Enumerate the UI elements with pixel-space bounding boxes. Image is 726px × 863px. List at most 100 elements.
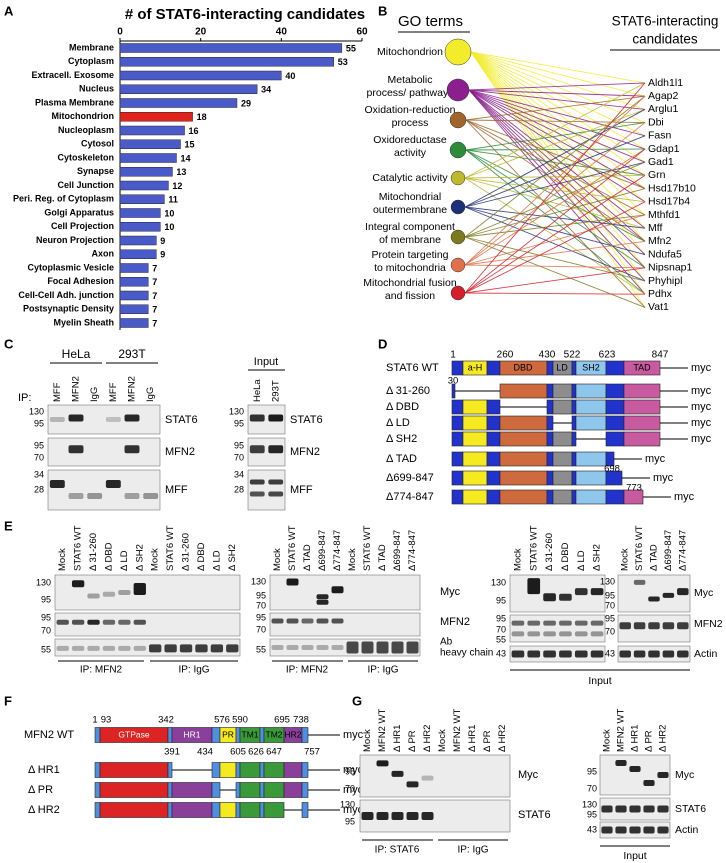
band [346, 641, 359, 654]
bar [119, 70, 282, 81]
domain [605, 383, 625, 399]
bar [119, 139, 181, 149]
bar [119, 57, 335, 67]
value-label: 9 [160, 250, 165, 260]
domain [486, 470, 501, 486]
lane-label: Δ 31-260 [181, 533, 192, 571]
band [71, 580, 85, 588]
connection [464, 292, 646, 295]
lane-label: Mock [437, 729, 448, 752]
lane-label: STAT6 WT [73, 525, 84, 571]
lane-label: Δ SH2 [592, 544, 603, 571]
mw-marker: 70 [256, 624, 266, 634]
lane-label: Δ SH2 [227, 544, 238, 571]
connection [465, 119, 646, 308]
band [268, 414, 284, 422]
mw-marker: 95 [587, 809, 597, 819]
candidate: Agap2 [648, 90, 679, 102]
band [249, 491, 265, 497]
mw-marker: 95 [587, 766, 597, 776]
domain [94, 782, 101, 798]
domain [499, 470, 548, 486]
panel-label: E [4, 518, 13, 533]
mw-marker: 95 [41, 612, 51, 622]
blot [47, 404, 161, 435]
band [164, 644, 177, 653]
value-label: 53 [338, 57, 348, 67]
band [619, 650, 631, 658]
residue-position: 1 [450, 350, 456, 361]
lane-label: MFF [108, 382, 119, 402]
band [49, 480, 65, 488]
bar [119, 125, 185, 136]
mw-marker: 130 [36, 577, 51, 587]
mw-marker: 95 [34, 418, 44, 428]
connection [468, 89, 646, 150]
column-header: candidates [632, 32, 698, 47]
target-label: STAT6 [518, 809, 551, 821]
domain [571, 470, 577, 486]
blot [269, 612, 421, 637]
lane-label: Δ PR [407, 730, 418, 752]
band [87, 645, 100, 651]
domain [546, 451, 554, 467]
bar [119, 208, 161, 218]
lane-label: Δ774-847 [677, 530, 688, 571]
blot [54, 612, 241, 637]
domain [623, 431, 661, 447]
domain [219, 762, 237, 778]
domain [259, 762, 265, 778]
domain [571, 383, 577, 399]
domain-label: HR1 [183, 729, 200, 739]
value-label: 10 [164, 208, 174, 218]
band [286, 645, 299, 650]
band [559, 650, 572, 658]
band [286, 618, 299, 624]
residue-position: 698 [604, 464, 620, 475]
band [601, 826, 613, 834]
construct-name: Δ PR [28, 784, 53, 796]
go-term: Integral component [365, 221, 455, 233]
connection [468, 89, 646, 229]
connection [464, 264, 646, 269]
domain-label: GTPase [118, 729, 149, 739]
connection [464, 177, 646, 295]
candidate: Pdhx [648, 288, 673, 300]
domain [462, 451, 488, 467]
band [559, 620, 572, 626]
lane-label: Δ 31-260 [88, 533, 99, 571]
candidate: Nipsnap1 [648, 262, 693, 274]
connection [464, 148, 646, 294]
band [376, 812, 389, 820]
tag-label: myc [653, 472, 674, 484]
domain [571, 415, 577, 431]
bar [119, 249, 157, 259]
band [648, 650, 660, 658]
lane-label: Δ PR [644, 730, 655, 752]
lane-label: Mock [150, 548, 161, 571]
lane-label: Mock [602, 729, 613, 752]
category-label: Postsynaptic Density [23, 304, 114, 314]
domain [499, 489, 548, 505]
domain [486, 489, 501, 505]
band [124, 445, 140, 454]
lane-label: Δ774-847 [332, 530, 343, 571]
term-node [450, 199, 466, 215]
term-node [449, 111, 467, 129]
band [643, 826, 655, 834]
lane-label: MFN2 [71, 376, 82, 402]
construct-name: Δ DBD [386, 401, 419, 413]
mw-marker: 95 [496, 595, 506, 605]
value-label: 7 [152, 305, 157, 315]
domain [94, 802, 101, 818]
domain [462, 431, 488, 447]
lane-label: Δ TAD [649, 544, 660, 571]
lane-label: MFN2 WT [377, 709, 388, 752]
candidate: Dbi [648, 116, 664, 128]
band [56, 645, 69, 651]
band [376, 760, 389, 767]
connection [464, 201, 646, 294]
candidate: Hsd17b4 [648, 196, 690, 208]
lane-label: Mock [512, 548, 523, 571]
mw-marker: 55 [41, 644, 51, 654]
